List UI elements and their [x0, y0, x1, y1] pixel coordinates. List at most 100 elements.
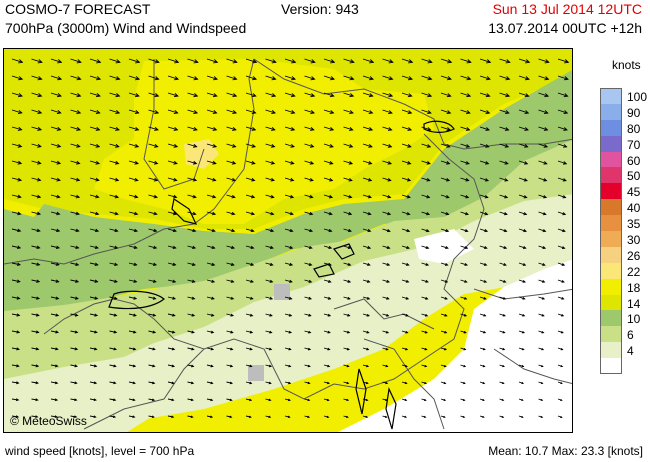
wind-arrow-head: [405, 279, 410, 283]
wind-arrow: [206, 58, 218, 63]
wind-arrow-head: [74, 296, 79, 300]
wind-arrow-head: [387, 194, 392, 199]
wind-arrow-head: [465, 144, 471, 148]
wind-arrow-head: [348, 127, 354, 131]
wind-arrow-head: [524, 127, 529, 131]
wind-arrow-head: [37, 160, 42, 165]
wind-arrow-head: [423, 415, 427, 418]
wind-arrow: [206, 296, 214, 300]
wind-arrow: [31, 398, 38, 401]
wind-arrow: [187, 245, 196, 249]
wind-arrow: [343, 160, 353, 165]
wind-arrow-head: [210, 415, 214, 419]
wind-arrow: [50, 143, 61, 148]
wind-arrow: [460, 296, 467, 300]
wind-arrow: [557, 211, 566, 215]
wind-arrow: [226, 92, 237, 97]
wind-arrow-head: [56, 93, 62, 98]
wind-arrow: [362, 143, 373, 148]
wind-arrow: [265, 245, 274, 249]
wind-arrow-head: [251, 93, 257, 98]
wind-arrow: [50, 211, 60, 215]
wind-arrow-head: [347, 313, 351, 317]
wind-arrow-head: [387, 178, 392, 182]
wind-arrow-head: [37, 93, 43, 98]
wind-arrow-head: [288, 313, 293, 317]
wind-arrow-head: [367, 177, 373, 182]
wind-arrow: [70, 194, 80, 198]
wind-arrow-head: [406, 228, 411, 233]
wind-arrow-head: [328, 211, 333, 216]
wind-arrow-head: [17, 143, 23, 148]
wind-arrow: [557, 126, 568, 131]
wind-arrow-head: [271, 59, 277, 64]
wind-arrow: [245, 279, 254, 283]
wind-arrow-head: [348, 160, 354, 165]
wind-arrow: [479, 245, 487, 249]
wind-arrow-head: [368, 110, 374, 114]
wind-arrow-head: [484, 178, 490, 182]
wind-arrow: [128, 364, 136, 367]
wind-arrow: [148, 126, 159, 131]
wind-arrow-head: [407, 144, 412, 148]
wind-arrow-head: [405, 330, 409, 334]
wind-arrow: [50, 330, 59, 333]
wind-arrow: [109, 313, 117, 317]
wind-arrow: [206, 347, 214, 350]
wind-arrow: [50, 347, 58, 350]
wind-arrow-head: [172, 245, 177, 250]
wind-arrow: [226, 126, 236, 131]
wind-arrow: [284, 279, 292, 283]
wind-arrow-head: [75, 279, 80, 283]
wind-arrow: [128, 75, 140, 80]
wind-arrow: [421, 177, 430, 182]
wind-arrow-head: [229, 415, 233, 419]
copyright-label: © MeteoSwiss: [10, 414, 87, 428]
wind-arrow-head: [365, 398, 369, 402]
wind-arrow: [50, 109, 61, 114]
wind-arrow: [538, 279, 545, 283]
wind-arrow-head: [289, 279, 293, 283]
wind-arrow: [557, 109, 568, 114]
wind-arrow-head: [523, 195, 528, 199]
wind-arrow-head: [76, 93, 82, 98]
wind-arrow: [499, 126, 509, 131]
wind-arrow-head: [502, 347, 506, 351]
wind-arrow-head: [346, 330, 351, 334]
wind-arrow: [557, 262, 565, 266]
wind-arrow: [11, 160, 22, 164]
region-border: [143, 59, 205, 190]
wind-arrow-head: [560, 330, 564, 334]
wind-arrow-head: [368, 161, 373, 165]
wind-arrow-head: [407, 161, 412, 165]
wind-arrow-head: [114, 194, 120, 199]
wind-arrow-head: [504, 127, 510, 131]
wind-arrow: [362, 262, 370, 266]
wind-arrow: [538, 228, 546, 232]
wind-arrow-head: [485, 76, 491, 81]
wind-arrow-head: [55, 279, 60, 283]
wind-arrow: [31, 58, 42, 63]
wind-arrow: [440, 143, 450, 148]
wind-arrow-head: [36, 262, 41, 266]
wind-arrow: [128, 330, 136, 333]
wind-arrow-head: [153, 194, 158, 199]
wind-arrow-head: [327, 330, 331, 334]
wind-arrow: [11, 194, 21, 198]
wind-arrow: [206, 245, 215, 249]
wind-arrow-head: [251, 160, 256, 165]
wind-arrow-head: [287, 398, 291, 402]
wind-arrow-head: [483, 330, 487, 334]
wind-arrow-head: [115, 109, 121, 114]
wind-arrow: [109, 279, 118, 283]
wind-arrow: [518, 177, 528, 182]
wind-arrow: [128, 313, 137, 317]
wind-arrow-head: [464, 279, 468, 283]
wind-arrow-head: [425, 296, 429, 300]
wind-arrow-head: [269, 347, 273, 351]
wind-arrow: [31, 211, 41, 215]
missing-data-cell: [274, 284, 290, 300]
wind-arrow: [89, 143, 100, 148]
wind-arrow: [206, 126, 217, 131]
wind-arrow: [70, 126, 81, 131]
